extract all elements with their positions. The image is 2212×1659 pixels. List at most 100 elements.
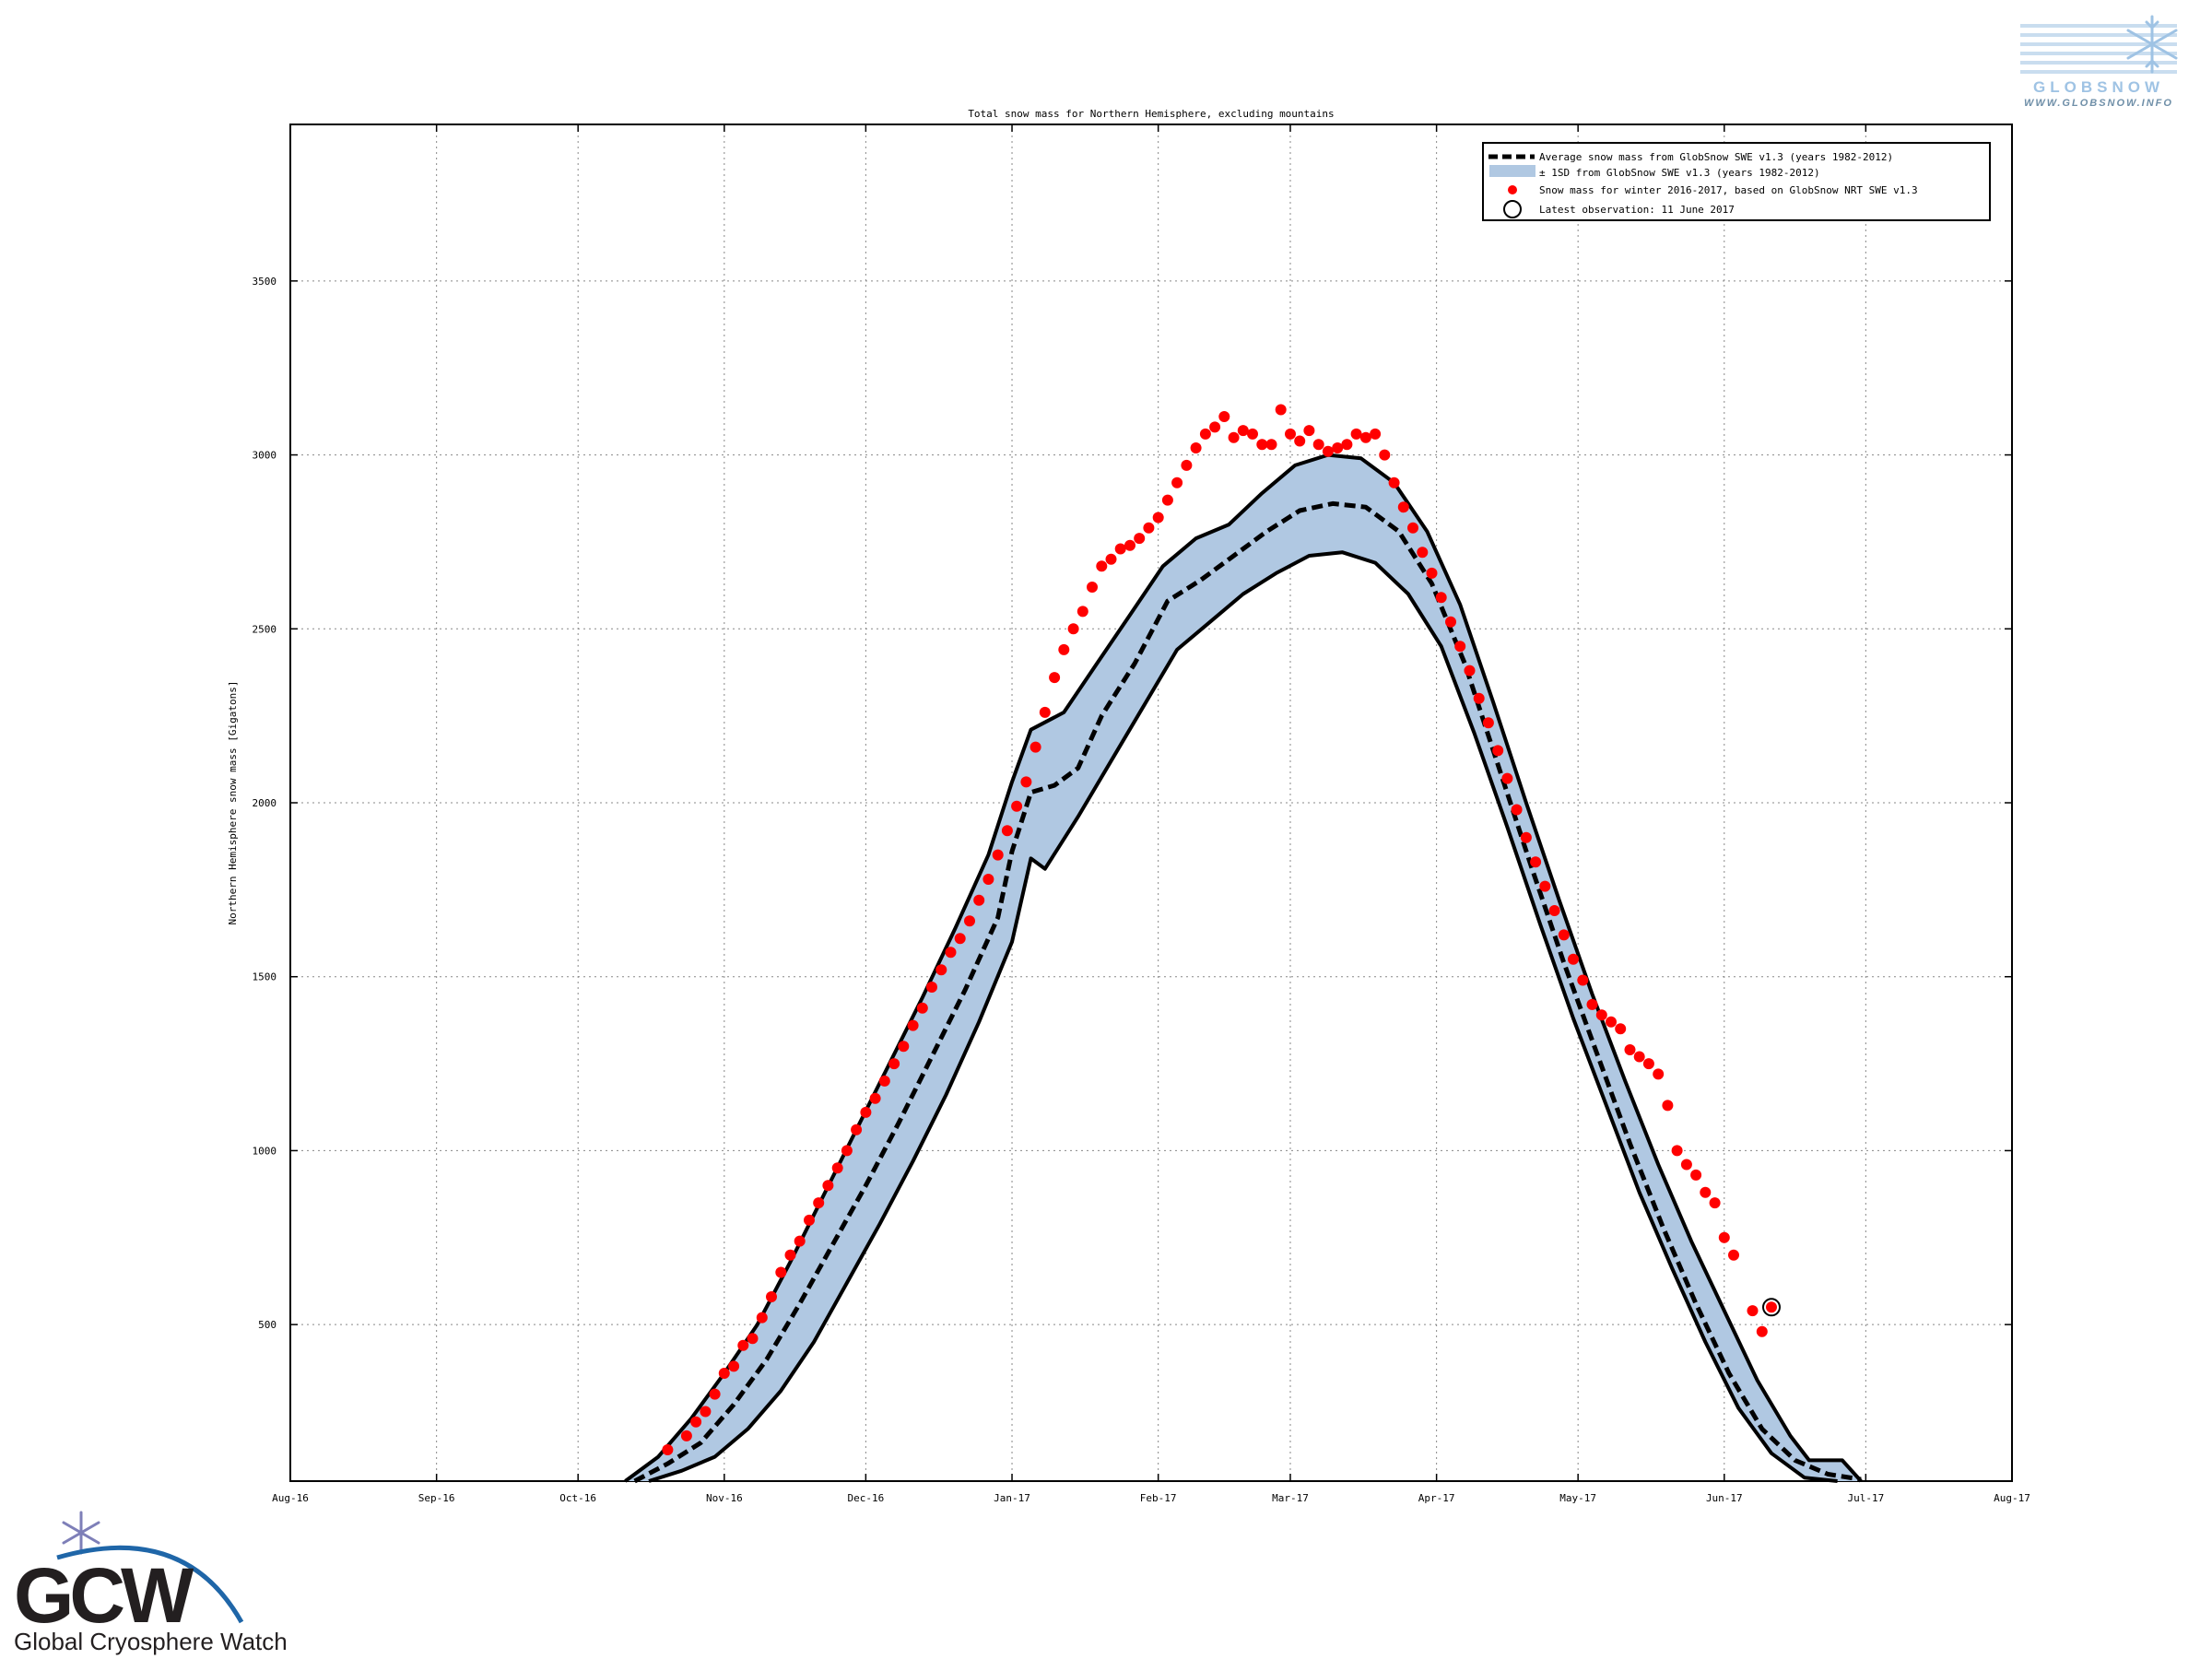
observation-point	[1586, 998, 1598, 1010]
x-tick-label: Jun-17	[1706, 1492, 1743, 1504]
observation-point	[1700, 1186, 1712, 1198]
observation-point	[1606, 1016, 1617, 1028]
observation-point	[916, 1002, 928, 1014]
legend-latest-swatch	[1503, 200, 1522, 218]
observation-point	[1680, 1159, 1692, 1171]
observation-point	[1105, 553, 1117, 565]
observation-point	[1190, 442, 1202, 453]
observation-point	[1653, 1068, 1665, 1080]
observation-point	[1766, 1301, 1777, 1313]
observation-point	[1624, 1044, 1636, 1055]
y-tick-label: 2000	[253, 797, 277, 809]
globsnow-logo: GLOBSNOW WWW.GLOBSNOW.INFO	[2020, 15, 2178, 109]
observation-point	[1577, 974, 1589, 986]
gcw-acronym: GCW	[14, 1552, 194, 1639]
observation-point	[1511, 804, 1523, 816]
chart-title: Total snow mass for Northern Hemisphere,…	[968, 108, 1334, 120]
average-line	[633, 500, 1862, 1484]
latest-observation-marker	[1762, 1298, 1781, 1317]
observation-point	[860, 1106, 872, 1118]
observation-point	[1633, 1051, 1645, 1063]
observation-point	[1011, 800, 1023, 812]
gcw-snowflake-icon	[62, 1511, 100, 1555]
observation-point	[831, 1162, 843, 1174]
legend-band-swatch	[1489, 165, 1535, 177]
observation-point	[1303, 425, 1315, 437]
observation-point	[907, 1019, 919, 1031]
observation-point	[1067, 623, 1079, 635]
observation-point	[718, 1368, 730, 1379]
observation-point	[728, 1360, 740, 1372]
plot-area	[289, 124, 2013, 1482]
observation-point	[794, 1235, 806, 1247]
observation-point	[680, 1430, 692, 1441]
observation-point	[973, 894, 985, 906]
legend-band-label: ± 1SD from GlobSnow SWE v1.3 (years 1982…	[1539, 167, 1820, 179]
observation-point	[1265, 439, 1277, 451]
y-tick-label: 1500	[253, 971, 277, 983]
observation-point	[1359, 431, 1371, 443]
observation-point	[766, 1291, 777, 1302]
observation-point	[926, 982, 937, 993]
observation-point	[982, 874, 994, 885]
sd-band	[625, 454, 1862, 1482]
observation-point	[1435, 592, 1447, 604]
legend-latest-label: Latest observation: 11 June 2017	[1539, 204, 1735, 216]
observation-point	[662, 1444, 674, 1455]
x-tick-label: May-17	[1559, 1492, 1596, 1504]
legend: Average snow mass from GlobSnow SWE v1.3…	[1482, 142, 1991, 221]
observation-point	[1662, 1100, 1674, 1112]
observation-point	[1454, 641, 1466, 653]
observation-point	[1294, 435, 1306, 447]
observation-point	[1482, 717, 1494, 729]
x-tick-label: Aug-17	[1994, 1492, 2030, 1504]
observation-point	[737, 1339, 749, 1351]
observation-point	[813, 1197, 825, 1209]
x-tick-label: Jan-17	[994, 1492, 1030, 1504]
observation-point	[1030, 741, 1041, 753]
observation-point	[869, 1092, 881, 1104]
observation-point	[888, 1058, 900, 1070]
y-axis-label: Northern Hemisphere snow mass [Gigatons]	[227, 681, 239, 925]
observation-point	[1473, 692, 1485, 704]
x-tick-label: Oct-16	[559, 1492, 596, 1504]
average-line-layer	[633, 500, 1862, 1484]
observation-point	[1312, 439, 1324, 451]
observation-point	[1642, 1058, 1654, 1070]
observation-point	[1237, 425, 1249, 437]
observation-point	[1492, 745, 1504, 757]
x-tick-label: Aug-16	[272, 1492, 309, 1504]
observation-point	[1077, 606, 1088, 618]
observation-point	[1671, 1145, 1683, 1157]
observation-point	[1332, 442, 1344, 453]
observation-point	[1709, 1197, 1721, 1209]
observation-point	[1370, 428, 1382, 440]
observation-point	[1256, 439, 1268, 451]
observation-point	[784, 1249, 796, 1261]
observation-point	[878, 1075, 890, 1087]
observation-point	[1417, 547, 1429, 559]
observation-point	[851, 1124, 863, 1135]
observation-point	[1001, 825, 1013, 837]
observation-point	[1379, 449, 1391, 461]
globsnow-name: GLOBSNOW	[2033, 78, 2164, 96]
globsnow-stripes	[2020, 24, 2177, 74]
legend-observed-label: Snow mass for winter 2016-2017, based on…	[1539, 184, 1918, 196]
observation-point	[1134, 533, 1146, 545]
y-tick-label: 3500	[253, 276, 277, 288]
legend-observed-swatch	[1508, 185, 1517, 194]
gcw-name: Global Cryosphere Watch	[14, 1628, 288, 1655]
observation-point	[1039, 706, 1051, 718]
observation-point	[1341, 439, 1353, 451]
observation-point	[1464, 665, 1476, 677]
observation-point	[1350, 428, 1362, 440]
observation-point	[822, 1180, 834, 1192]
sd-lower-line	[648, 550, 1838, 1483]
axis-ticks-layer: Aug-16 Sep-16 Oct-16 Nov-16 Dec-16 Jan-17 Feb-…	[253, 124, 2030, 1504]
legend-box	[1482, 142, 1991, 221]
observation-point	[1199, 428, 1211, 440]
x-tick-label: Mar-17	[1272, 1492, 1309, 1504]
observation-point	[1530, 856, 1542, 868]
observation-point	[1152, 512, 1164, 524]
